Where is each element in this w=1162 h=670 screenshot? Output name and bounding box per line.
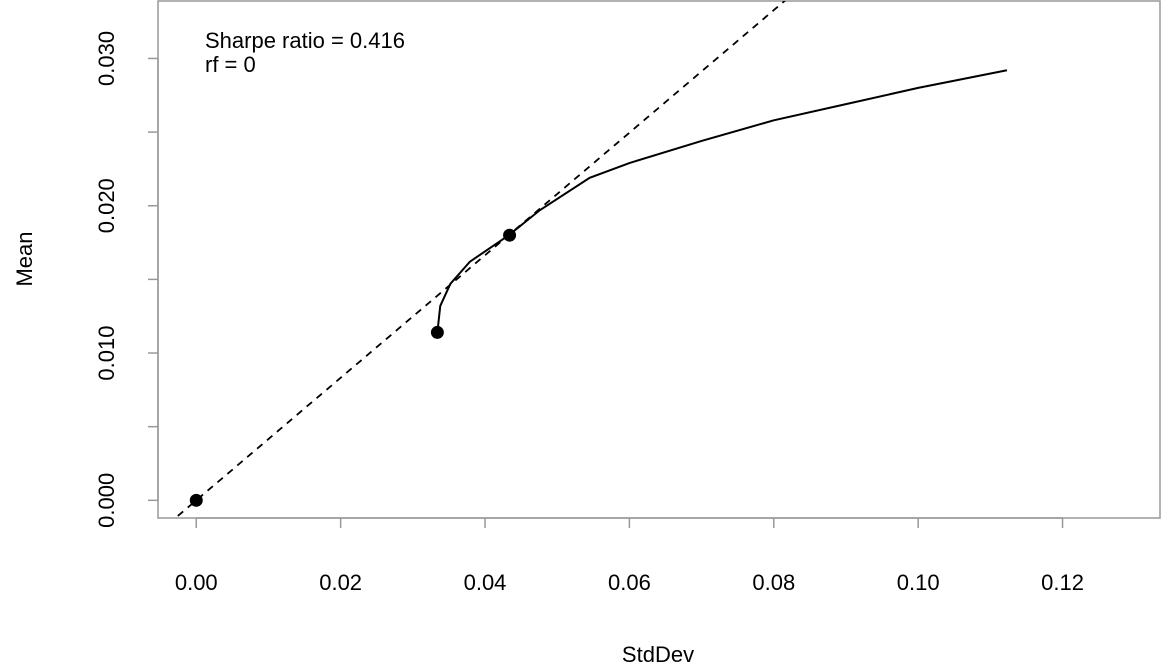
point	[189, 493, 203, 507]
annotation: rf = 0	[205, 52, 256, 77]
y-tick-label: 0.000	[94, 473, 119, 528]
tangent-line	[174, 1, 786, 518]
y-tick-label: 0.030	[94, 31, 119, 86]
x-tick-label: 0.08	[752, 570, 795, 595]
y-tick-label: 0.010	[94, 326, 119, 381]
plot-box	[157, 0, 1161, 519]
x-tick-label: 0.02	[319, 570, 362, 595]
y-axis-label: Mean	[12, 231, 37, 286]
x-tick-label: 0.04	[464, 570, 507, 595]
y-tick-label: 0.020	[94, 178, 119, 233]
x-tick-label: 0.10	[897, 570, 940, 595]
x-tick-label: 0.00	[175, 570, 218, 595]
frontier-line	[436, 69, 1008, 333]
x-tick-label: 0.06	[608, 570, 651, 595]
annotation: Sharpe ratio = 0.416	[205, 28, 405, 53]
point	[430, 325, 444, 339]
point	[503, 228, 517, 242]
x-axis-label: StdDev	[622, 642, 694, 667]
x-tick-label: 0.12	[1041, 570, 1084, 595]
